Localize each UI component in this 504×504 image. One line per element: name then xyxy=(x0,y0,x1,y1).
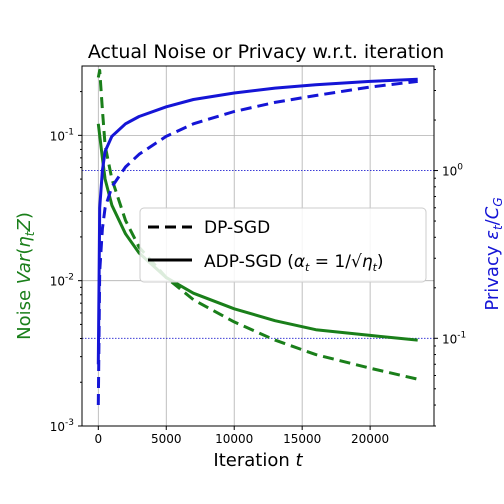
x-tick-label: 5000 xyxy=(151,432,182,446)
y-right-tick-label: 10-1 xyxy=(442,330,466,346)
x-tick-label: 10000 xyxy=(215,432,253,446)
privacy-solid-series-line xyxy=(96,77,418,365)
privacy-dashed-series-line xyxy=(96,79,418,406)
x-tick-label: 0 xyxy=(94,432,102,446)
y-right-axis-label: Privacy εt/CG xyxy=(482,197,504,310)
y-left-tick-label: 10-1 xyxy=(50,127,74,143)
legend: DP-SGD ADP-SGD (αt = 1/√ηt) xyxy=(139,207,427,283)
legend-box xyxy=(139,207,427,283)
plot-frame xyxy=(81,65,435,427)
legend-label-adp-sgd: ADP-SGD (αt = 1/√ηt) xyxy=(204,252,384,274)
y-left-axis-label: Noise Var(ηtZ) xyxy=(14,212,37,340)
legend-label-dp-sgd: DP-SGD xyxy=(204,218,270,238)
chart-title: Actual Noise or Privacy w.r.t. iteration xyxy=(88,41,444,63)
y-left-tick-label: 10-3 xyxy=(50,418,74,434)
y-right-tick-label: 100 xyxy=(442,163,463,179)
x-tick-label: 15000 xyxy=(283,432,321,446)
x-axis-label: Iteration t xyxy=(213,450,303,471)
y-left-tick-label: 10-2 xyxy=(50,273,74,289)
x-tick-label: 20000 xyxy=(351,432,389,446)
